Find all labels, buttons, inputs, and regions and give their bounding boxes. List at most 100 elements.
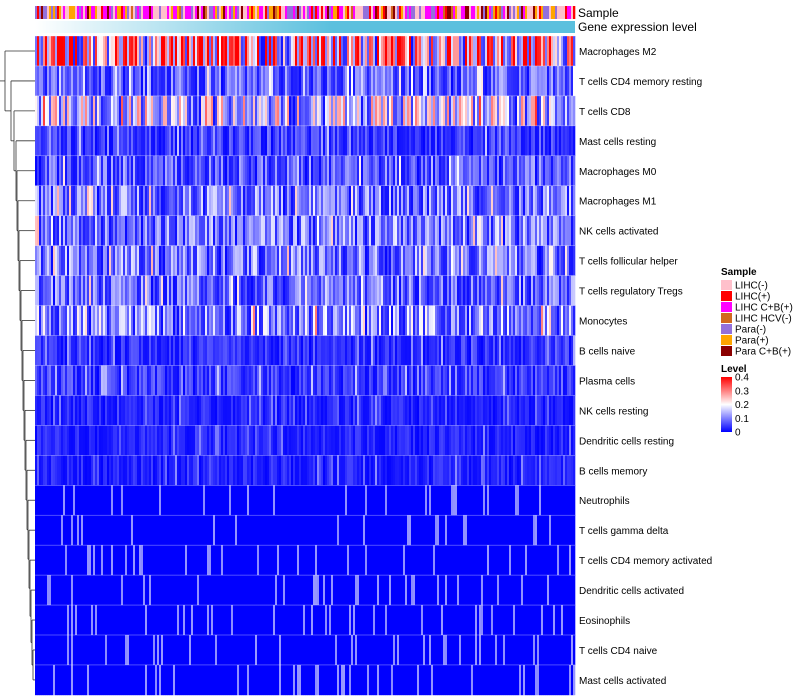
- heatmap-cell: [119, 305, 122, 336]
- heatmap-cell: [355, 515, 358, 546]
- heatmap-cell: [459, 515, 462, 546]
- heatmap-cell: [191, 515, 194, 546]
- heatmap-cell: [303, 155, 306, 187]
- heatmap-cell: [501, 485, 504, 516]
- heatmap-cell: [293, 125, 296, 157]
- heatmap-cell: [51, 95, 54, 127]
- heatmap-cell: [35, 65, 38, 97]
- heatmap-cell: [39, 155, 42, 187]
- heatmap-cell: [519, 515, 522, 546]
- heatmap-cell: [309, 365, 312, 396]
- heatmap-cell: [79, 36, 82, 67]
- heatmap-cell: [521, 36, 524, 67]
- heatmap-cell: [331, 395, 334, 426]
- heatmap-cell: [427, 275, 430, 306]
- heatmap-cell: [93, 395, 96, 426]
- heatmap-cell: [123, 335, 126, 366]
- heatmap-cell: [395, 65, 398, 97]
- heatmap-cell: [281, 485, 284, 516]
- heatmap-cell: [77, 215, 80, 246]
- sample-cell: [117, 6, 120, 19]
- heatmap-cell: [557, 275, 560, 306]
- heatmap-cell: [207, 245, 210, 276]
- heatmap-cell: [107, 485, 110, 516]
- heatmap-cell: [393, 155, 396, 187]
- heatmap-cell: [229, 305, 232, 336]
- heatmap-cell: [515, 335, 518, 366]
- heatmap-cell: [105, 65, 108, 97]
- heatmap-cell: [493, 485, 496, 516]
- heatmap-cell: [59, 36, 62, 67]
- heatmap-cell: [35, 275, 38, 306]
- heatmap-cell: [313, 425, 316, 456]
- heatmap-cell: [183, 36, 186, 67]
- heatmap-cell: [381, 215, 384, 246]
- heatmap-cell: [297, 65, 300, 97]
- heatmap-cell: [253, 395, 256, 426]
- heatmap-cell: [131, 36, 134, 67]
- heatmap-cell: [385, 395, 388, 426]
- heatmap-cell: [563, 485, 566, 516]
- heatmap-cell: [265, 215, 268, 246]
- heatmap-cell: [369, 125, 372, 157]
- heatmap-cell: [41, 275, 44, 306]
- heatmap-cell: [105, 485, 108, 516]
- heatmap-cell: [517, 215, 520, 246]
- heatmap-cell: [305, 485, 308, 516]
- heatmap-cell: [385, 275, 388, 306]
- heatmap-cell: [403, 455, 406, 486]
- heatmap-cell: [427, 65, 430, 97]
- heatmap-cell: [77, 545, 80, 576]
- heatmap-cell: [259, 425, 262, 456]
- heatmap-cell: [495, 215, 498, 246]
- sample-cell: [195, 6, 198, 19]
- heatmap-cell: [403, 335, 406, 366]
- heatmap-cell: [399, 36, 402, 67]
- heatmap-cell: [141, 185, 144, 216]
- heatmap-cell: [439, 305, 442, 336]
- heatmap-cell: [119, 515, 122, 546]
- heatmap-cell: [93, 485, 96, 516]
- heatmap-cell: [539, 95, 542, 127]
- heatmap-cell: [473, 335, 476, 366]
- heatmap-cell: [479, 185, 482, 216]
- heatmap-cell: [355, 275, 358, 306]
- heatmap-cell: [527, 185, 530, 216]
- heatmap-cell: [201, 95, 204, 127]
- heatmap-cell: [313, 275, 316, 306]
- heatmap-cell: [259, 395, 262, 426]
- heatmap-cell: [429, 245, 432, 276]
- heatmap-cell: [239, 95, 242, 127]
- heatmap-cell: [395, 125, 398, 157]
- heatmap-cell: [459, 365, 462, 396]
- heatmap-cell: [83, 95, 86, 127]
- heatmap-cell: [521, 95, 524, 127]
- heatmap-cell: [125, 215, 128, 246]
- heatmap-cell: [123, 185, 126, 216]
- heatmap-cell: [289, 245, 292, 276]
- heatmap-cell: [537, 95, 540, 127]
- heatmap-cell: [485, 425, 488, 456]
- heatmap-cell: [509, 335, 512, 366]
- heatmap-cell: [69, 155, 72, 187]
- heatmap-cell: [149, 395, 152, 426]
- heatmap-cell: [337, 305, 340, 336]
- heatmap-cell: [509, 365, 512, 396]
- heatmap-cell: [303, 215, 306, 246]
- heatmap-cell: [217, 125, 220, 157]
- heatmap-cell: [373, 515, 376, 546]
- heatmap-cell: [61, 425, 64, 456]
- heatmap-cell: [407, 36, 410, 67]
- heatmap-cell: [273, 65, 276, 97]
- heatmap-cell: [75, 515, 78, 546]
- heatmap-cell: [139, 485, 142, 516]
- heatmap-cell: [115, 455, 118, 486]
- heatmap-cell: [201, 335, 204, 366]
- heatmap-cell: [463, 305, 466, 336]
- sample-cell: [447, 6, 450, 19]
- sample-cell: [365, 6, 368, 19]
- heatmap-cell: [169, 215, 172, 246]
- heatmap-cell: [513, 395, 516, 426]
- heatmap-cell: [349, 515, 352, 546]
- heatmap-cell: [323, 515, 326, 546]
